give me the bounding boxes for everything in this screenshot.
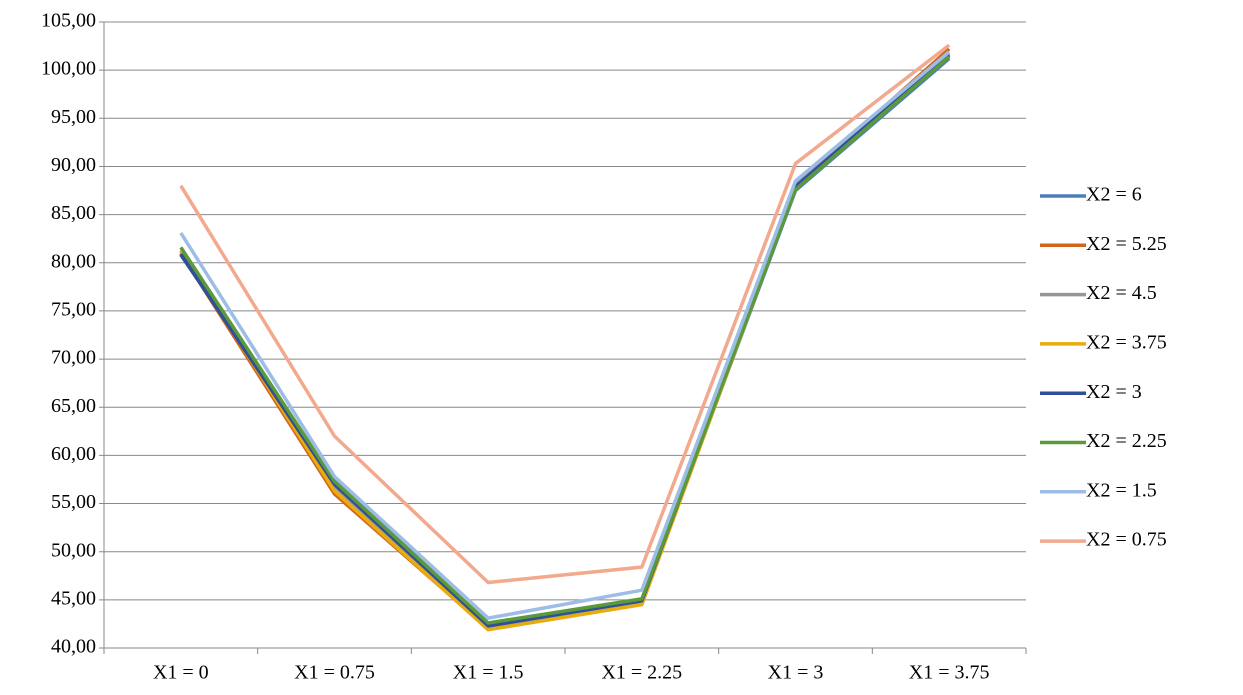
y-tick-label: 70,00 [51,347,96,369]
y-tick-label: 40,00 [51,636,96,658]
line-series [179,43,951,585]
y-tick-label: 55,00 [51,491,96,513]
y-tick-label: 90,00 [51,154,96,176]
x-tick-label: X1 = 1.5 [453,662,524,684]
x-tick-label: X1 = 2.25 [601,662,682,684]
y-tick-label: 75,00 [51,299,96,321]
y-tick-label: 65,00 [51,395,96,417]
y-tick-label: 80,00 [51,250,96,272]
line-series [179,57,951,626]
legend-label: X2 = 4.5 [1086,282,1157,304]
x-tick-label: X1 = 3.75 [909,662,990,684]
legend-label: X2 = 5.25 [1086,233,1167,255]
y-tick-label: 105,00 [41,10,96,32]
y-tick-label: 60,00 [51,443,96,465]
x-tick-label: X1 = 0.75 [294,662,375,684]
x-tick-label: X1 = 0 [153,662,209,684]
legend-label: X2 = 2.25 [1086,430,1167,452]
line-series [179,50,951,620]
y-tick-label: 95,00 [51,106,96,128]
legend-label: X2 = 0.75 [1086,529,1167,551]
x-tick-label: X1 = 3 [768,662,824,684]
y-tick-label: 50,00 [51,539,96,561]
legend-label: X2 = 3.75 [1086,331,1167,353]
line-series [179,55,951,625]
y-tick-label: 100,00 [41,58,96,80]
legend-label: X2 = 1.5 [1086,479,1157,501]
legend-label: X2 = 6 [1086,184,1142,206]
line-series [179,51,951,629]
line-series [179,53,951,628]
line-series [179,54,951,632]
legend-label: X2 = 3 [1086,381,1142,403]
y-tick-label: 45,00 [51,587,96,609]
y-tick-label: 85,00 [51,202,96,224]
